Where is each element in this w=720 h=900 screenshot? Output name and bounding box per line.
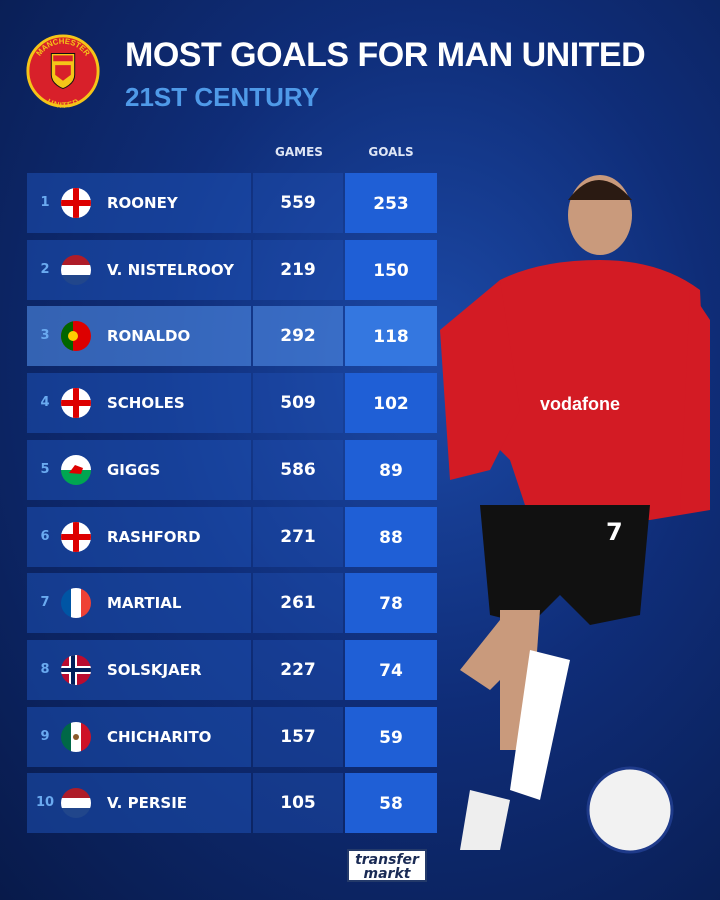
table-row: 3 RONALDO 292 118 [27,306,437,367]
player-cell: 2 V. NISTELROOY [27,239,251,300]
netherlands-flag-icon [61,788,91,819]
player-name: SOLSKJAER [107,660,202,679]
goals-value: 88 [345,506,437,567]
column-header-goals: GOALS [368,145,414,159]
goals-value: 150 [345,239,437,300]
player-cell: 8 SOLSKJAER [27,639,251,700]
player-cell: 7 MARTIAL [27,573,251,634]
rank: 8 [40,661,50,677]
games-value: 157 [253,706,343,767]
page-title: MOST GOALS FOR MAN UNITED [125,36,646,74]
mexico-flag-icon [61,721,91,752]
goals-value: 59 [345,706,437,767]
table-row: 9 CHICHARITO 157 59 [27,706,437,767]
shirt-sponsor: vodafone [540,394,620,414]
goals-value: 102 [345,373,437,434]
england-flag-icon [61,188,91,218]
rank: 10 [35,795,55,811]
wales-flag-icon [61,454,91,485]
goals-value: 253 [345,173,437,233]
player-cell: 10 V. PERSIE [27,773,251,834]
player-cell: 5 GIGGS [27,439,251,500]
games-value: 559 [253,173,343,233]
table-row: 8 SOLSKJAER 227 74 [27,639,437,700]
games-value: 271 [253,506,343,567]
player-name: RASHFORD [107,527,201,546]
table-row: 7 MARTIAL 261 78 [27,573,437,634]
crest-text-bottom: UNITED [46,97,81,110]
rank: 2 [40,261,50,277]
player-name: ROONEY [107,194,178,212]
table-row: 5 GIGGS 586 89 [27,439,437,500]
rank: 7 [40,595,50,611]
player-photo: vodafone 7 [440,175,710,854]
player-name: CHICHARITO [107,727,212,746]
table-row: 2 V. NISTELROOY 219 150 [27,239,437,300]
player-name: MARTIAL [107,594,182,613]
france-flag-icon [61,588,91,619]
table-row: 10 V. PERSIE 105 58 [27,773,437,834]
shorts-number: 7 [606,518,623,546]
player-cell: 4 SCHOLES [27,373,251,434]
player-cell: 9 CHICHARITO [27,706,251,767]
games-value: 586 [253,439,343,500]
player-cell: 3 RONALDO [27,306,251,367]
manchester-united-crest: MANCHESTER UNITED [26,34,100,110]
table-row: 4 SCHOLES 509 102 [27,373,437,434]
games-value: 105 [253,773,343,834]
transfermarkt-logo: transfer markt [347,849,427,882]
player-name: GIGGS [107,460,161,479]
games-value: 292 [253,306,343,367]
table-row: 1 ROONEY 559 253 [27,173,437,233]
netherlands-flag-icon [61,254,91,285]
player-cell: 6 RASHFORD [27,506,251,567]
player-cell: 1 ROONEY [27,173,251,233]
games-value: 219 [253,239,343,300]
goals-value: 58 [345,773,437,834]
games-value: 509 [253,373,343,434]
portugal-flag-icon [61,321,91,352]
svg-text:UNITED: UNITED [46,97,81,110]
player-name: V. NISTELROOY [107,260,234,279]
england-flag-icon [61,521,91,552]
rank: 1 [40,195,50,210]
goals-value: 74 [345,639,437,700]
england-flag-icon [61,388,91,419]
rank: 5 [40,461,50,477]
rank: 4 [40,395,50,411]
player-name: RONALDO [107,327,191,346]
player-name: V. PERSIE [107,794,188,813]
games-value: 261 [253,573,343,634]
rank: 3 [40,328,50,344]
norway-flag-icon [61,654,91,685]
column-header-games: GAMES [275,145,323,159]
goals-value: 89 [345,439,437,500]
table-row: 6 RASHFORD 271 88 [27,506,437,567]
logo-line-1: transfer [355,852,419,868]
goals-value: 118 [345,306,437,367]
player-name: SCHOLES [107,394,185,413]
page-subtitle: 21ST CENTURY [125,82,320,112]
logo-line-2: markt [363,866,411,882]
games-value: 227 [253,639,343,700]
rank: 9 [40,728,50,744]
goals-value: 78 [345,573,437,634]
rank: 6 [40,528,50,544]
